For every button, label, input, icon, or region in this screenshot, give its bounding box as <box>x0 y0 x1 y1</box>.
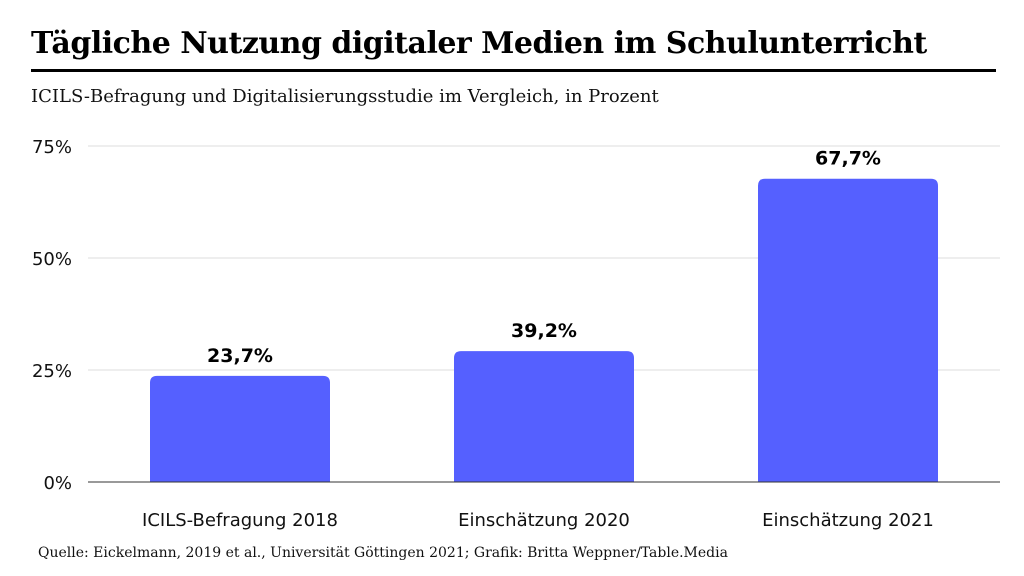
bar <box>454 351 634 482</box>
category-label: Einschätzung 2020 <box>458 510 630 531</box>
category-label: ICILS-Befragung 2018 <box>142 510 338 531</box>
category-label: Einschätzung 2021 <box>762 510 934 531</box>
bar <box>758 178 938 483</box>
x-axis-category-labels: ICILS-Befragung 2018 Einschätzung 2020 Ein… <box>142 510 934 531</box>
chart-subtitle: ICILS-Befragung und Digitalisierungsstud… <box>31 86 659 107</box>
y-tick-label: 25% <box>32 361 72 382</box>
y-axis-tick-labels: 0% 25% 50% 75% <box>32 137 72 494</box>
data-label: 39,2% <box>511 320 577 342</box>
title-rule <box>31 69 996 72</box>
chart-title: Tägliche Nutzung digitaler Medien im Sch… <box>31 26 927 61</box>
data-labels: 23,7% 39,2% 67,7% <box>207 148 881 367</box>
data-label: 67,7% <box>815 148 881 170</box>
source-note: Quelle: Eickelmann, 2019 et al., Univers… <box>38 545 728 561</box>
data-label: 23,7% <box>207 345 273 367</box>
y-tick-label: 0% <box>43 473 72 494</box>
bar <box>150 375 330 482</box>
y-tick-label: 75% <box>32 137 72 158</box>
y-tick-label: 50% <box>32 249 72 270</box>
bars <box>150 178 938 483</box>
